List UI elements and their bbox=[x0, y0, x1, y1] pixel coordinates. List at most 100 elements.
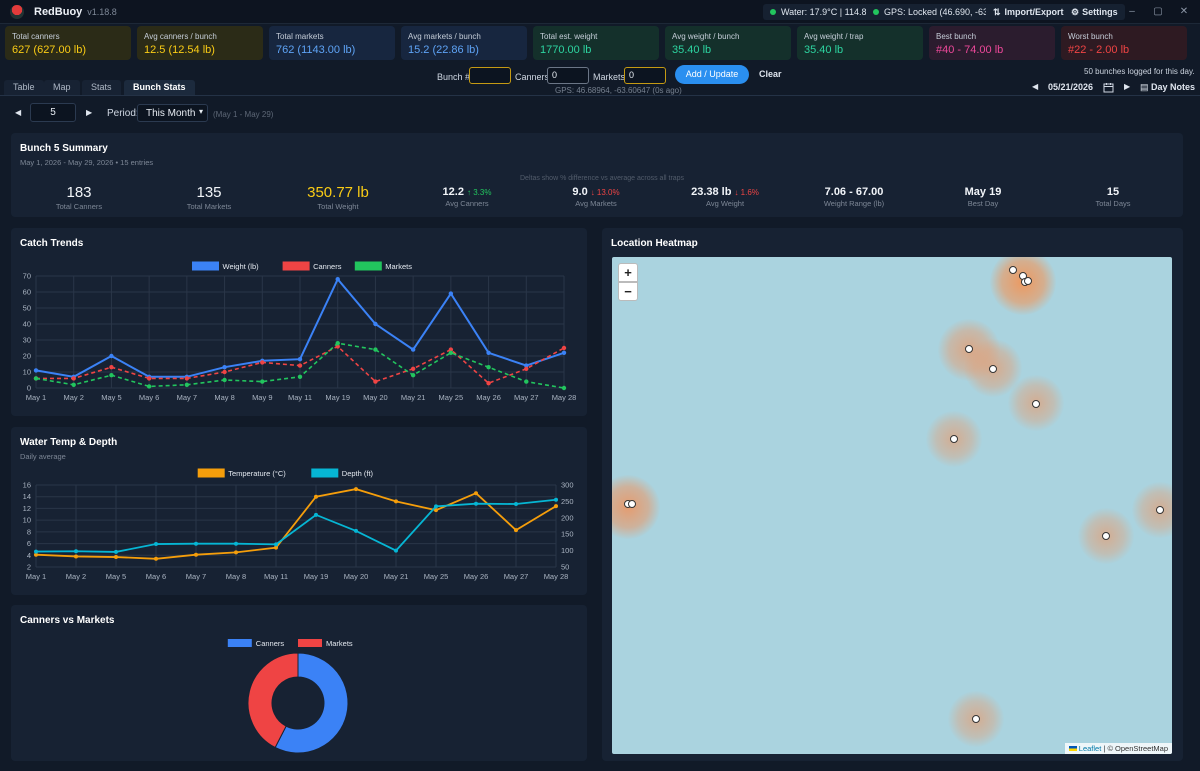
data-point bbox=[434, 504, 438, 509]
x-tick-label: May 8 bbox=[214, 393, 234, 402]
zoom-in-button[interactable]: + bbox=[618, 263, 638, 282]
day-notes-label: Day Notes bbox=[1151, 82, 1196, 92]
summary-stat-label: Avg Markets bbox=[575, 199, 617, 208]
next-day-arrow-icon[interactable]: ▶ bbox=[1124, 82, 1131, 91]
summary-card: Total markets 762 (1143.00 lb) bbox=[269, 26, 395, 60]
data-point bbox=[373, 347, 378, 352]
y-tick-label: 14 bbox=[23, 492, 31, 501]
next-bunch-arrow-icon[interactable]: ▶ bbox=[86, 108, 93, 117]
tab-map[interactable]: Map bbox=[44, 80, 80, 95]
trap-marker[interactable] bbox=[972, 715, 980, 723]
maximize-button[interactable]: ▢ bbox=[1153, 6, 1163, 17]
minimize-button[interactable]: – bbox=[1129, 6, 1135, 17]
summary-card-label: Total markets bbox=[276, 32, 324, 41]
trap-marker[interactable] bbox=[1102, 532, 1110, 540]
summary-stat-delta: ↓ 13.0% bbox=[590, 188, 620, 197]
x-tick-label: May 28 bbox=[552, 393, 577, 402]
x-tick-label: May 19 bbox=[325, 393, 350, 402]
import-export-button[interactable]: ⇅ Import/Export bbox=[986, 4, 1071, 20]
trap-marker[interactable] bbox=[1032, 400, 1040, 408]
x-tick-label: May 9 bbox=[252, 393, 272, 402]
data-point bbox=[114, 549, 118, 554]
x-tick-label: May 28 bbox=[544, 572, 569, 581]
x-tick-label: May 2 bbox=[63, 393, 83, 402]
x-tick-label: May 21 bbox=[401, 393, 426, 402]
data-point bbox=[335, 341, 340, 346]
summary-stat-delta: ↑ 3.3% bbox=[466, 188, 492, 197]
data-point bbox=[394, 499, 398, 504]
prev-day-arrow-icon[interactable]: ◀ bbox=[1032, 82, 1039, 91]
data-point bbox=[297, 374, 303, 379]
canners-input[interactable]: 0 bbox=[547, 67, 589, 84]
summary-stat-value: 12.2 bbox=[442, 186, 464, 198]
data-point bbox=[335, 277, 340, 282]
summary-stat-value: 23.38 lb bbox=[691, 186, 732, 198]
summary-stat: 135 Total Markets bbox=[154, 184, 264, 211]
trap-marker[interactable] bbox=[965, 345, 973, 353]
data-point bbox=[561, 350, 567, 355]
summary-stat: 7.06 - 67.00 Weight Range (lb) bbox=[799, 186, 909, 208]
heatmap-map[interactable]: + − Leaflet | © OpenStreetMap bbox=[612, 257, 1172, 754]
day-notes-button[interactable]: ▤ Day Notes bbox=[1140, 82, 1195, 93]
markets-input[interactable]: 0 bbox=[624, 67, 666, 84]
bunch-number-input[interactable] bbox=[469, 67, 511, 84]
title-bar: RedBuoy v1.18.8 Water: 17.9°C | 114.8ft … bbox=[0, 0, 1200, 24]
y-tick-label: 40 bbox=[23, 320, 31, 329]
trap-marker[interactable] bbox=[989, 365, 997, 373]
y-tick-label: 6 bbox=[27, 539, 31, 548]
summary-stat-value: 7.06 - 67.00 bbox=[824, 186, 884, 198]
summary-stat: 23.38 lb ↓ 1.6% Avg Weight bbox=[670, 186, 780, 208]
legend-label: Temperature (°C) bbox=[228, 469, 286, 478]
zoom-out-button[interactable]: − bbox=[618, 282, 638, 301]
data-point bbox=[524, 363, 529, 368]
canners-vs-markets-chart: Canners Markets bbox=[227, 639, 353, 754]
bunch-select-input[interactable]: 5 bbox=[30, 103, 76, 122]
trap-marker[interactable] bbox=[1009, 266, 1017, 274]
clear-button[interactable]: Clear bbox=[759, 69, 782, 79]
summary-card-label: Avg weight / trap bbox=[804, 32, 864, 41]
data-point bbox=[554, 497, 558, 502]
tab-table[interactable]: Table bbox=[4, 80, 44, 95]
data-point bbox=[146, 384, 152, 389]
x-tick-label: May 25 bbox=[439, 393, 464, 402]
trap-marker[interactable] bbox=[1156, 506, 1164, 514]
trap-marker[interactable] bbox=[628, 500, 636, 508]
data-point bbox=[109, 353, 114, 359]
prev-bunch-arrow-icon[interactable]: ◀ bbox=[15, 108, 22, 117]
pie-slice-markets bbox=[247, 652, 299, 749]
trap-marker[interactable] bbox=[950, 435, 958, 443]
calendar-icon[interactable] bbox=[1103, 82, 1114, 95]
settings-button[interactable]: ⚙ Settings bbox=[1064, 4, 1125, 20]
tab-bunch-stats[interactable]: Bunch Stats bbox=[124, 80, 195, 95]
y-tick-label: 0 bbox=[27, 384, 31, 393]
summary-card-label: Avg canners / bunch bbox=[144, 32, 217, 41]
tab-stats[interactable]: Stats bbox=[82, 80, 121, 95]
y-tick-label: 60 bbox=[23, 288, 31, 297]
summary-card-value: 12.5 (12.54 lb) bbox=[144, 44, 215, 56]
x-tick-label: May 6 bbox=[146, 572, 166, 581]
summary-card: Avg canners / bunch 12.5 (12.54 lb) bbox=[137, 26, 263, 60]
data-point bbox=[274, 545, 278, 550]
bunches-logged-text: 50 bunches logged for this day. bbox=[1084, 67, 1195, 76]
leaflet-link[interactable]: Leaflet bbox=[1078, 744, 1102, 753]
water-subtitle: Daily average bbox=[20, 452, 66, 461]
summary-card-value: 1770.00 lb bbox=[540, 44, 592, 56]
summary-card-label: Total est. weight bbox=[540, 32, 598, 41]
x-tick-label: May 19 bbox=[304, 572, 329, 581]
period-select[interactable]: This Month ▾ bbox=[137, 104, 208, 122]
data-point bbox=[194, 541, 198, 546]
data-point bbox=[154, 542, 158, 547]
data-point bbox=[561, 385, 567, 391]
close-button[interactable]: ✕ bbox=[1179, 6, 1189, 17]
catch-trends-title: Catch Trends bbox=[20, 238, 84, 249]
data-point bbox=[474, 501, 478, 506]
app-logo-icon bbox=[10, 4, 24, 19]
summary-stat-label: Weight Range (lb) bbox=[823, 199, 885, 208]
cvm-title: Canners vs Markets bbox=[20, 615, 115, 626]
add-update-button[interactable]: Add / Update bbox=[675, 65, 749, 84]
current-date: 05/21/2026 bbox=[1048, 82, 1094, 92]
summary-stat: 9.0 ↓ 13.0% Avg Markets bbox=[541, 186, 651, 208]
x-tick-label: May 1 bbox=[26, 572, 46, 581]
legend-swatch bbox=[298, 639, 322, 647]
trap-marker[interactable] bbox=[1024, 277, 1032, 285]
